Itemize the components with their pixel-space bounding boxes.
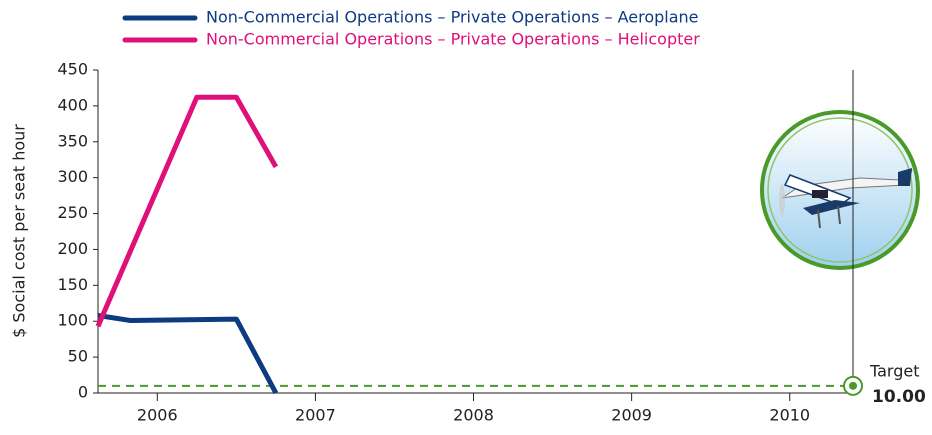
- series-line: [95, 94, 279, 328]
- target-title: Target: [869, 361, 920, 380]
- x-tick-label: 2006: [137, 406, 178, 425]
- y-tick-label: 250: [57, 203, 88, 222]
- target-marker-core: [849, 381, 857, 390]
- y-tick-label: 400: [57, 95, 88, 114]
- plane-illustration: [760, 110, 920, 270]
- y-tick-label: 200: [57, 239, 88, 258]
- legend-label: Non-Commercial Operations – Private Oper…: [206, 30, 700, 49]
- series-line: [97, 313, 279, 395]
- y-tick-label: 450: [57, 60, 88, 79]
- y-tick-label: 300: [57, 167, 88, 186]
- y-axis-label: $ Social cost per seat hour: [10, 124, 29, 338]
- x-tick-label: 2007: [295, 406, 336, 425]
- target-label: 10.00: [872, 387, 926, 407]
- y-tick-label: 50: [68, 347, 88, 366]
- y-tick-label: 150: [57, 275, 88, 294]
- y-tick-label: 100: [57, 311, 88, 330]
- x-tick-label: 2008: [453, 406, 494, 425]
- y-tick-label: 350: [57, 131, 88, 150]
- y-tick-label: 0: [78, 383, 88, 402]
- x-tick-label: 2010: [769, 406, 810, 425]
- x-tick-label: 2009: [611, 406, 652, 425]
- legend-label: Non-Commercial Operations – Private Oper…: [206, 8, 699, 27]
